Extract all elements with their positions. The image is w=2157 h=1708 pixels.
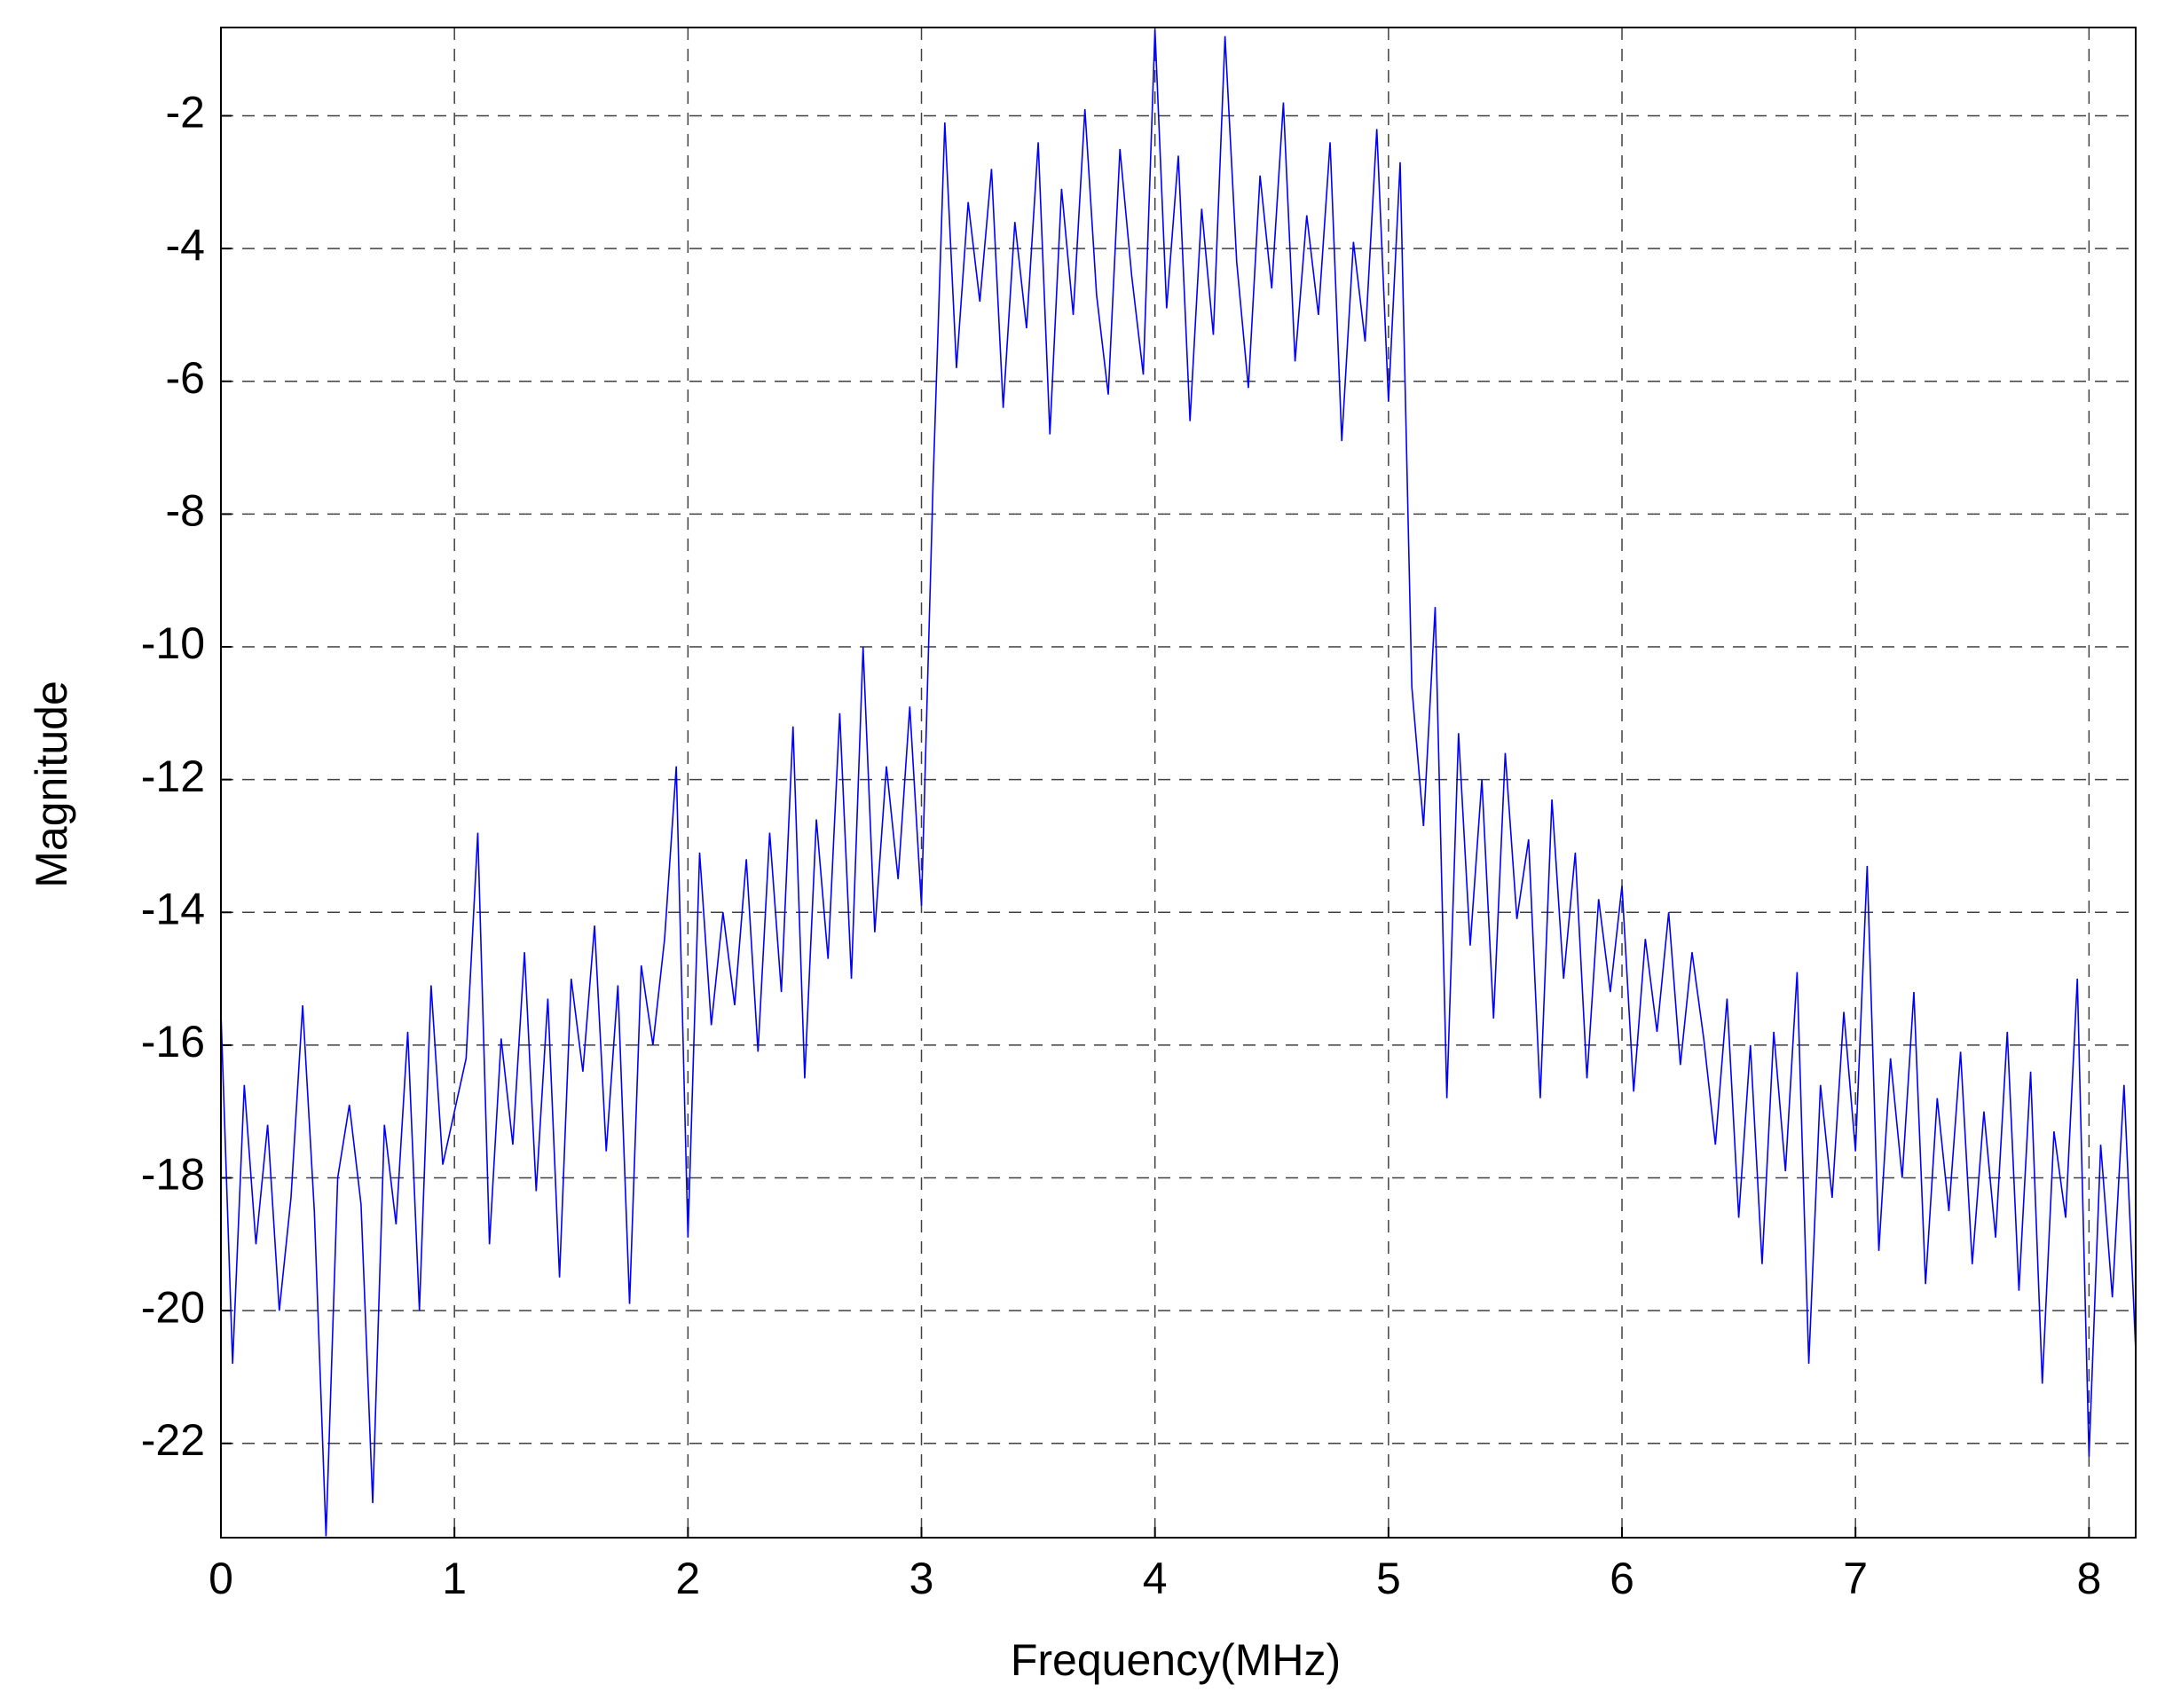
plot-area [221,28,2136,1538]
plot-frame [220,27,2137,1539]
y-tick-label: -20 [141,1282,205,1332]
y-tick-label: -6 [166,353,205,403]
x-tick-label: 0 [209,1554,233,1603]
y-tick-label: -14 [141,884,205,933]
y-tick-label: -10 [141,618,205,668]
y-tick-label: -8 [166,486,205,536]
x-tick-label: 4 [1143,1554,1168,1603]
y-tick-label: -12 [141,752,205,801]
y-tick-label: -4 [166,220,205,270]
x-tick-label: 3 [909,1554,934,1603]
y-tick-label: -16 [141,1017,205,1067]
x-axis-label: Frequency(MHz) [1011,1635,1341,1685]
y-tick-label: -22 [141,1415,205,1465]
x-tick-label: 1 [442,1554,467,1603]
x-tick-label: 5 [1376,1554,1401,1603]
y-axis-label: Magnitude [27,681,76,888]
x-tick-label: 8 [2076,1554,2101,1603]
x-tick-label: 6 [1610,1554,1634,1603]
y-tick-label: -2 [166,88,205,138]
y-tick-label: -18 [141,1150,205,1200]
data-line [220,29,2137,1537]
x-tick-label: 2 [675,1554,700,1603]
x-tick-label: 7 [1843,1554,1868,1603]
